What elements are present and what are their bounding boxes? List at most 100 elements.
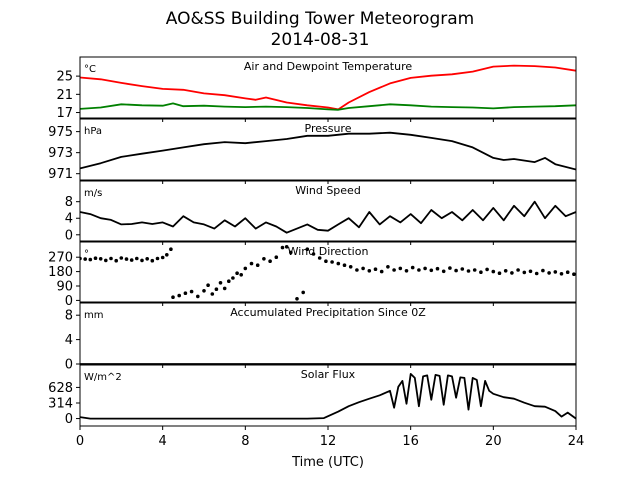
x-axis: 0 4 8 12 16 20 24: [76, 434, 584, 449]
point-wdir-61: [404, 269, 409, 273]
series-wdir-0: [80, 245, 576, 301]
point-wdir-28: [218, 281, 223, 285]
point-wdir-42: [289, 250, 293, 255]
ytick-label-precip-0: 0: [65, 358, 73, 373]
point-wdir-2: [88, 257, 93, 262]
point-wdir-52: [348, 265, 353, 269]
point-wdir-27: [214, 287, 219, 292]
point-wdir-72: [472, 268, 477, 272]
panel-title-wdir: Wind Direction: [288, 245, 369, 258]
point-wdir-48: [324, 259, 328, 264]
xtick-label-1: 4: [159, 434, 167, 449]
figure-title-line2: 2014-08-31: [271, 30, 370, 50]
point-wdir-47: [317, 256, 322, 260]
unit-label-solar: W/m^2: [84, 372, 122, 383]
unit-label-temp: °C: [84, 64, 96, 75]
ytick-label-precip-2: 8: [65, 309, 73, 324]
point-wdir-76: [497, 271, 502, 276]
unit-label-wspd: m/s: [84, 188, 102, 199]
point-wdir-8: [119, 256, 124, 260]
point-wdir-36: [255, 263, 260, 268]
point-wdir-73: [479, 270, 483, 275]
xtick-label-3: 12: [320, 434, 337, 449]
point-wdir-45: [305, 247, 310, 251]
point-wdir-84: [547, 271, 551, 275]
point-wdir-30: [227, 279, 231, 284]
point-wdir-4: [98, 257, 103, 261]
point-wdir-11: [135, 256, 139, 261]
ytick-label-wdir-3: 270: [48, 251, 73, 266]
figure-title-line1: AO&SS Building Tower Meteorogram: [166, 9, 474, 29]
point-wdir-70: [460, 267, 465, 271]
panel-title-precip: Accumulated Precipitation Since 0Z: [230, 306, 426, 319]
point-wdir-79: [516, 268, 520, 272]
ytick-label-wspd-1: 4: [65, 212, 73, 227]
point-wdir-55: [367, 269, 372, 273]
point-wdir-86: [559, 272, 564, 276]
point-wdir-67: [441, 269, 446, 274]
ytick-label-pres-0: 971: [48, 167, 73, 182]
point-wdir-46: [311, 252, 316, 256]
ytick-label-wspd-2: 8: [65, 195, 73, 210]
point-wdir-31: [231, 276, 235, 280]
point-wdir-24: [202, 289, 206, 293]
unit-label-precip: mm: [84, 310, 103, 321]
ytick-label-wdir-0: 0: [65, 294, 73, 309]
panel-title-wspd: Wind Speed: [295, 184, 361, 197]
ytick-label-precip-1: 4: [65, 333, 73, 348]
point-wdir-15: [155, 256, 160, 261]
point-wdir-14: [150, 258, 155, 263]
point-wdir-80: [522, 270, 527, 275]
point-wdir-71: [466, 269, 471, 273]
point-wdir-49: [330, 260, 334, 264]
point-wdir-43: [295, 297, 299, 301]
point-wdir-65: [429, 268, 434, 273]
point-wdir-85: [553, 270, 558, 274]
point-wdir-78: [510, 271, 514, 275]
xtick-label-4: 16: [402, 434, 419, 449]
ytick-label-pres-1: 973: [48, 146, 73, 161]
xtick-label-0: 0: [76, 434, 84, 449]
ytick-label-temp-2: 25: [56, 70, 73, 85]
point-wdir-68: [448, 266, 452, 270]
point-wdir-32: [235, 271, 239, 276]
panel-title-solar: Solar Flux: [301, 368, 356, 381]
ytick-label-pres-2: 975: [48, 125, 73, 140]
point-wdir-6: [109, 256, 113, 261]
point-wdir-57: [379, 269, 384, 274]
series-line-solar-0: [80, 373, 576, 420]
ytick-label-wdir-1: 90: [56, 280, 73, 295]
point-wdir-54: [361, 266, 365, 271]
ytick-label-solar-0: 0: [65, 412, 73, 427]
point-wdir-66: [435, 266, 440, 271]
unit-label-wdir: °: [84, 249, 89, 260]
point-wdir-34: [243, 266, 248, 271]
point-wdir-16: [160, 255, 165, 260]
point-wdir-60: [398, 266, 403, 271]
point-wdir-88: [572, 272, 576, 277]
series-line-temp-1: [80, 102, 576, 111]
panel-temp: 17 21 25 °C Air and Dewpoint Temperature: [56, 56, 577, 122]
point-wdir-18: [169, 247, 173, 251]
point-wdir-12: [140, 258, 144, 263]
point-wdir-50: [336, 261, 341, 266]
series-line-temp-0: [80, 64, 576, 111]
point-wdir-1: [83, 257, 87, 261]
point-wdir-29: [222, 286, 227, 291]
series-line-pres-0: [80, 131, 576, 171]
xtick-label-5: 20: [485, 434, 502, 449]
point-wdir-69: [454, 268, 458, 273]
point-wdir-62: [410, 265, 415, 270]
point-wdir-56: [373, 267, 378, 272]
point-wdir-13: [145, 257, 149, 261]
point-wdir-26: [210, 292, 215, 296]
point-wdir-21: [183, 291, 188, 296]
point-wdir-5: [104, 258, 108, 263]
point-wdir-83: [541, 268, 545, 273]
point-wdir-22: [189, 289, 194, 294]
point-wdir-53: [355, 268, 359, 272]
panel-pres: 971 973 975 hPa Pressure: [48, 118, 577, 184]
xtick-label-6: 24: [568, 434, 585, 449]
point-wdir-20: [177, 293, 181, 298]
